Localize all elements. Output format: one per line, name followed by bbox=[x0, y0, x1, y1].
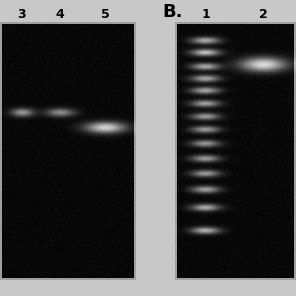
Text: 2: 2 bbox=[259, 7, 267, 20]
Text: 1: 1 bbox=[202, 7, 210, 20]
Text: 4: 4 bbox=[56, 7, 64, 20]
Text: 5: 5 bbox=[101, 7, 110, 20]
Text: 3: 3 bbox=[18, 7, 26, 20]
Text: B.: B. bbox=[162, 3, 183, 21]
